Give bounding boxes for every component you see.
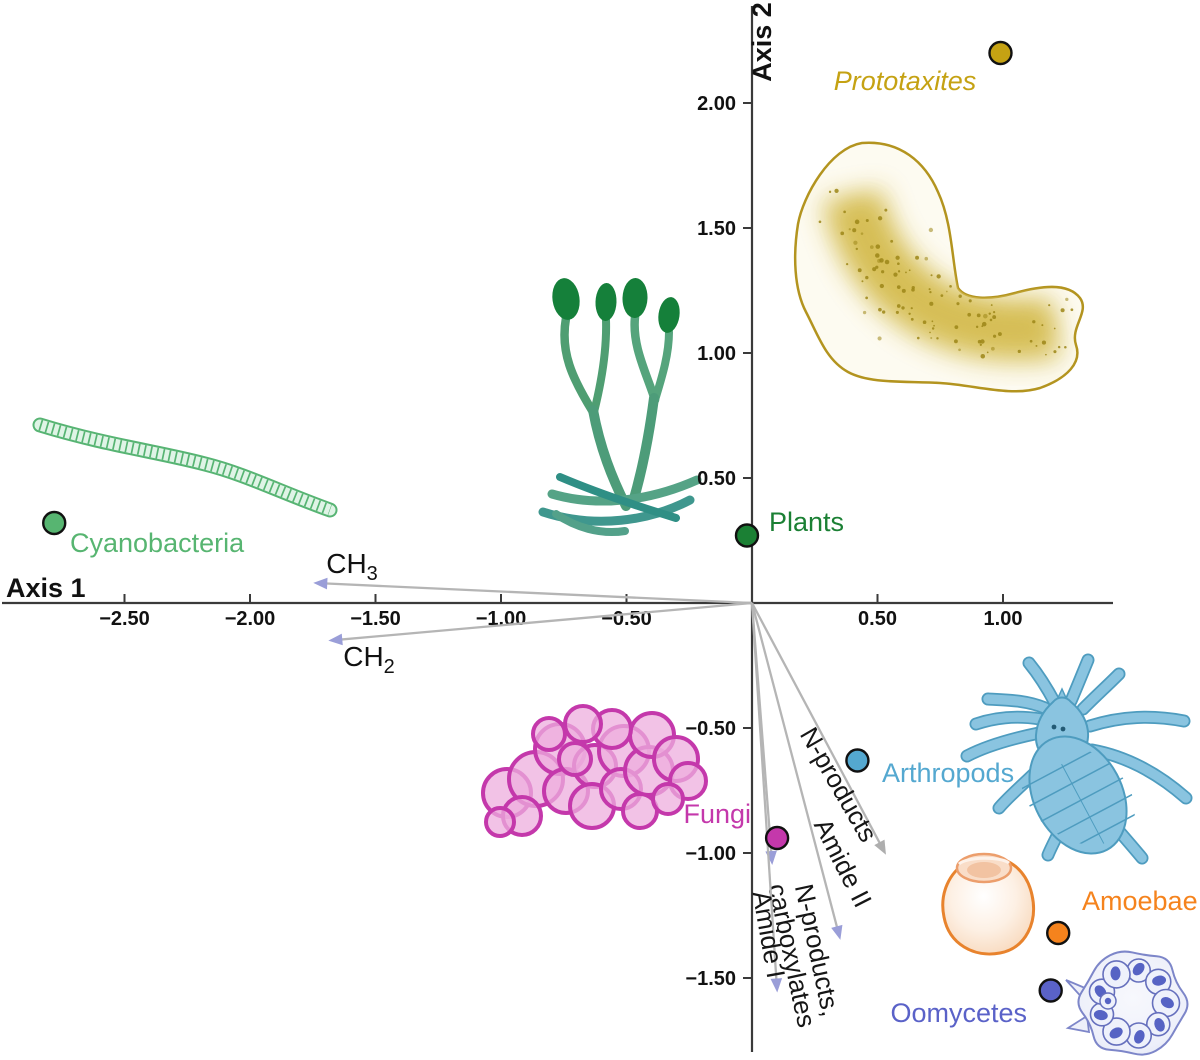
point-label-fungi: Fungi — [683, 799, 751, 829]
data-point-amoebae — [1046, 920, 1071, 946]
data-point-fungi — [764, 825, 790, 851]
oomycete-illustration — [1065, 950, 1189, 1056]
point-label-plants: Plants — [769, 507, 844, 537]
point-label-oomycetes: Oomycetes — [890, 998, 1027, 1028]
vector-ch2-arrowhead — [328, 633, 343, 646]
data-points — [42, 40, 1071, 1003]
axis-ticks: −2.50 −2.00 −1.50 −1.00 −0.50 0.50 1.00 2.00 1.5… — [99, 93, 1022, 990]
fungi-illustration — [481, 704, 708, 838]
plant-illustration — [538, 278, 702, 536]
y-tick-label-1-50: 1.50 — [697, 218, 736, 240]
vector-ch3 — [324, 582, 753, 605]
vector-ch3-arrowhead — [313, 577, 328, 590]
point-label-prototaxites: Prototaxites — [834, 66, 977, 96]
y-tick-label-0-50: −0.50 — [685, 718, 736, 740]
x-axis-label: Axis 1 — [6, 573, 86, 603]
y-axis-label: Axis 2 — [747, 2, 777, 82]
vector-amide-i-arrowhead — [770, 978, 783, 993]
prototaxites-illustration — [793, 141, 1085, 393]
vector-ch2 — [339, 601, 753, 641]
cyanobacteria-illustration — [32, 417, 338, 518]
y-tick-label-0-50: 0.50 — [697, 468, 736, 490]
x-tick-label-0-50: 0.50 — [858, 608, 897, 630]
x-tick-label-1-00: 1.00 — [984, 608, 1023, 630]
x-tick-label-2-50: −2.50 — [99, 608, 150, 630]
point-label-cyanobacteria: Cyanobacteria — [70, 528, 245, 558]
y-tick-label-2-00: 2.00 — [697, 93, 736, 115]
data-point-plants — [734, 523, 760, 548]
vector-amide-i — [750, 602, 778, 982]
y-tick-label-1-50: −1.50 — [685, 968, 736, 990]
vector-label-ch3: CH3 — [326, 548, 378, 585]
point-label-amoebae: Amoebae — [1082, 886, 1198, 916]
y-tick-label-1-00: 1.00 — [697, 343, 736, 365]
point-label-arthropods: Arthropods — [882, 758, 1014, 788]
data-point-cyanobacteria — [42, 510, 67, 536]
amoeba-illustration — [941, 852, 1035, 956]
vector-label-ch2: CH2 — [343, 641, 395, 678]
x-tick-label-2-00: −2.00 — [225, 608, 276, 630]
arthropod-illustration — [960, 653, 1193, 872]
vector-n-products-arrowhead — [874, 839, 886, 855]
vector-n-products — [750, 602, 882, 846]
x-tick-label-0-50: −0.50 — [601, 608, 652, 630]
axes: Axis 1 Axis 2 — [2, 2, 1113, 1052]
y-tick-label-1-00: −1.00 — [685, 843, 736, 865]
data-point-prototaxites — [988, 40, 1013, 66]
vector-amide-ii — [750, 602, 839, 930]
data-point-arthropods — [845, 748, 870, 773]
data-point-oomycetes — [1038, 978, 1063, 1003]
vector-amide-ii-arrowhead — [831, 924, 843, 940]
x-tick-label-1-50: −1.50 — [350, 608, 401, 630]
point-labels: Prototaxites Plants Cyanobacteria Fungi Arth… — [70, 66, 1198, 1028]
